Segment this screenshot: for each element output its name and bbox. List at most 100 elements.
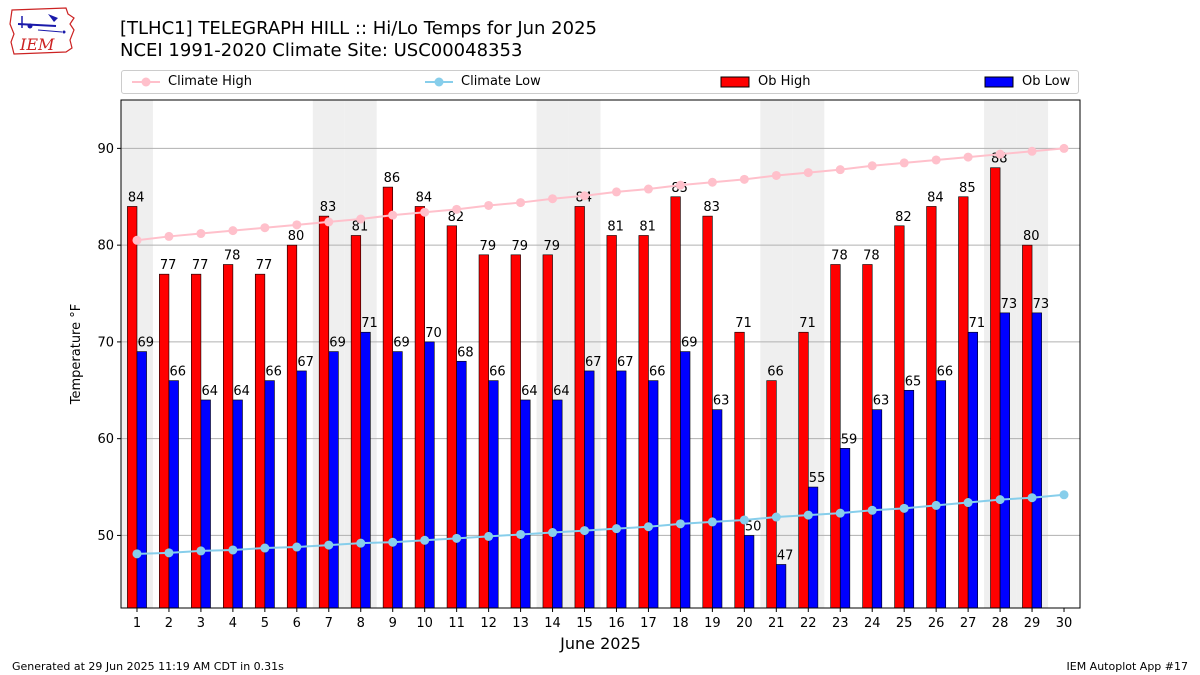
ob-high-bar-label: 77 — [160, 258, 177, 273]
x-tick-label: 21 — [768, 616, 785, 631]
app-footer: IEM Autoplot App #17 — [1066, 660, 1189, 673]
climate-high-line — [136, 147, 1065, 242]
climate-low-point — [771, 512, 781, 522]
ob-low-bar-label: 67 — [297, 355, 314, 370]
ob-low-bar — [744, 535, 755, 609]
climate-high-point — [516, 198, 526, 208]
x-tick-label: 24 — [864, 616, 881, 631]
ob-high-bar — [734, 331, 745, 609]
ob-low-bar — [776, 564, 787, 609]
ob-high-bar — [414, 206, 425, 609]
x-tick-label: 9 — [389, 616, 397, 631]
climate-high-point — [931, 155, 941, 165]
ob-high-bar-label: 66 — [767, 365, 784, 380]
ob-high-bar-label: 84 — [416, 190, 433, 205]
climate-high-point — [1059, 143, 1069, 153]
climate-high-point — [228, 226, 238, 236]
climate-low-point — [931, 500, 941, 510]
ob-low-bar-label: 69 — [329, 336, 346, 351]
ob-high-bar — [510, 254, 521, 609]
ob-high-bar-label: 83 — [703, 200, 720, 215]
ob-high-bar — [990, 167, 1001, 609]
legend-climate-high: Climate High — [132, 74, 252, 89]
ob-low-bar — [232, 399, 243, 609]
ob-low-bar-label: 64 — [201, 384, 218, 399]
climate-low-point — [132, 549, 142, 559]
ob-high-bar-label: 81 — [607, 219, 624, 234]
legend-climate-high-label: Climate High — [168, 74, 253, 89]
ob-low-bar — [520, 399, 531, 609]
climate-high-point — [963, 152, 973, 162]
x-tick-label: 6 — [293, 616, 301, 631]
ob-high-bar-label: 82 — [895, 210, 912, 225]
climate-low-point — [164, 548, 174, 558]
climate-high-point — [739, 174, 749, 184]
climate-low-point — [420, 535, 430, 545]
ob-low-bar-label: 70 — [425, 326, 442, 341]
ob-high-bar — [478, 254, 489, 609]
ob-low-bar — [967, 331, 979, 609]
ob-high-bar-label: 79 — [512, 239, 529, 254]
climate-low-point — [388, 537, 398, 547]
climate-low-point — [228, 545, 238, 555]
ob-low-bar-label: 67 — [585, 355, 602, 370]
x-tick-label: 14 — [544, 616, 561, 631]
chart-title: [TLHC1] TELEGRAPH HILL :: Hi/Lo Temps fo… — [120, 18, 597, 62]
ob-high-bar-label: 81 — [352, 219, 369, 234]
ob-low-bar-label: 68 — [457, 345, 474, 360]
y-axis-label: Temperature °F — [69, 304, 84, 405]
ob-high-bar-label: 84 — [128, 190, 145, 205]
climate-low-point — [643, 522, 653, 532]
climate-low-point — [835, 508, 845, 518]
ob-high-bar-label: 79 — [480, 239, 497, 254]
ob-low-bar-label: 55 — [809, 471, 826, 486]
x-tick-label: 5 — [261, 616, 269, 631]
x-tick-label: 2 — [165, 616, 173, 631]
ob-high-bar — [542, 254, 553, 609]
climate-high-point — [388, 210, 398, 220]
climate-low-point — [356, 538, 366, 548]
ob-low-bar-label: 64 — [553, 384, 570, 399]
ob-high-bar-label: 86 — [384, 171, 401, 186]
ob-high-bar-label: 71 — [799, 316, 816, 331]
ob-high-bar — [127, 206, 138, 609]
x-tick-label: 27 — [960, 616, 977, 631]
ob-low-bar — [584, 370, 595, 609]
ob-high-bar — [670, 196, 681, 609]
climate-high-point — [899, 158, 909, 168]
climate-high-point — [452, 204, 462, 214]
x-axis-label: June 2025 — [559, 634, 641, 653]
x-tick-label: 12 — [480, 616, 497, 631]
climate-low-point — [260, 543, 270, 553]
x-tick-label: 11 — [448, 616, 465, 631]
ob-low-bar — [200, 399, 211, 609]
climate-high-point — [995, 149, 1005, 159]
iowa-map-icon: IEM — [9, 7, 75, 55]
climate-high-point — [196, 229, 206, 239]
y-tick-label: 50 — [97, 529, 114, 544]
ob-high-bar — [191, 273, 202, 609]
ob-high-bar — [350, 235, 362, 609]
ob-high-bar — [638, 235, 649, 609]
ob-low-bar — [839, 448, 851, 609]
climate-high-point — [707, 177, 717, 187]
ob-high-bar — [222, 264, 234, 609]
climate-high-point — [675, 180, 685, 190]
climate-high-point — [1027, 146, 1037, 156]
climate-low-point — [196, 546, 206, 556]
ob-low-bar-label: 66 — [649, 365, 666, 380]
x-tick-label: 26 — [928, 616, 945, 631]
legend-ob-high: Ob High — [720, 74, 811, 89]
climate-low-point — [1027, 493, 1037, 503]
ob-high-bar-label: 79 — [543, 239, 560, 254]
climate-low-point — [899, 503, 909, 513]
ob-high-swatch-icon — [720, 76, 750, 87]
climate-high-swatch-icon — [132, 77, 160, 86]
title-line-1: [TLHC1] TELEGRAPH HILL :: Hi/Lo Temps fo… — [120, 18, 597, 39]
climate-high-point — [803, 168, 813, 178]
ob-low-bar — [903, 389, 915, 609]
ob-high-bar — [1022, 244, 1033, 609]
ob-low-bar-label: 69 — [681, 336, 698, 351]
ob-low-bar-label: 66 — [489, 365, 506, 380]
ob-high-bar-label: 85 — [959, 181, 976, 196]
